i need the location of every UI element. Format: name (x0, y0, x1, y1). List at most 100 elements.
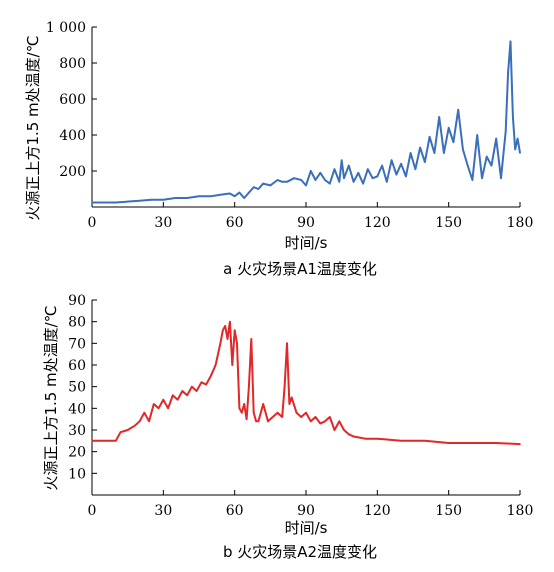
x-tick-label: 120 (364, 503, 391, 519)
data-point (428, 136, 431, 138)
data-point (314, 179, 317, 181)
data-point (343, 177, 345, 179)
data-point (367, 168, 369, 170)
data-point (252, 186, 255, 188)
data-point (352, 181, 355, 183)
data-point (236, 342, 238, 345)
data-point (300, 179, 303, 181)
data-point (198, 195, 200, 197)
data-point (200, 381, 203, 384)
data-point (276, 411, 279, 414)
temperature-series-line (92, 320, 521, 446)
data-point (376, 437, 379, 440)
data-point (115, 201, 117, 204)
data-point (495, 137, 498, 140)
y-tick-label: 30 (68, 423, 86, 439)
data-point (305, 411, 307, 414)
data-point (269, 184, 272, 187)
data-point (210, 375, 212, 377)
data-point (157, 407, 160, 410)
y-tick-label: 20 (68, 445, 86, 461)
panel-b-ticks: 0 30 60 90 120 150 180 10 20 30 40 50 60 70 80 90 (68, 293, 533, 519)
panel-b-xlabel: 时间/s (285, 519, 328, 537)
data-point (162, 398, 165, 401)
data-point (319, 422, 322, 425)
data-point (519, 443, 521, 445)
data-point (371, 177, 374, 179)
panel-b-axes (91, 300, 520, 496)
data-point (91, 201, 93, 204)
data-point (126, 429, 129, 431)
data-point (516, 137, 519, 140)
data-point (257, 188, 260, 190)
y-tick-label: 50 (68, 380, 86, 396)
data-point (514, 148, 516, 151)
x-tick-label: 180 (507, 215, 534, 231)
x-tick-label: 30 (154, 503, 172, 519)
data-point (248, 191, 250, 194)
data-point (226, 338, 229, 340)
data-point (490, 164, 493, 167)
data-point (138, 199, 141, 202)
data-point (91, 440, 93, 442)
y-tick-label: 10 (68, 466, 86, 482)
data-point (233, 195, 236, 197)
data-point (229, 192, 231, 195)
data-point (186, 394, 188, 397)
y-tick-label: 400 (59, 128, 86, 144)
data-point (224, 325, 226, 327)
data-point (507, 71, 509, 73)
data-point (447, 127, 450, 129)
data-point (310, 420, 312, 423)
y-tick-label: 90 (68, 293, 86, 309)
data-point (462, 148, 464, 151)
data-point (167, 407, 169, 410)
panel-a-axes (91, 27, 520, 208)
data-point (476, 134, 479, 136)
data-point (390, 159, 393, 161)
data-point (405, 175, 407, 178)
data-point (324, 420, 326, 423)
data-point (267, 420, 269, 423)
data-point (222, 329, 224, 332)
data-point (500, 177, 502, 179)
data-point (447, 442, 450, 444)
data-point (310, 170, 312, 172)
data-point (250, 338, 253, 340)
data-point (255, 420, 257, 423)
y-tick-label: 60 (68, 358, 86, 374)
data-point (286, 181, 288, 183)
data-point (176, 398, 179, 401)
data-point (485, 155, 488, 158)
x-tick-label: 90 (297, 503, 315, 519)
x-tick-label: 90 (297, 215, 315, 231)
data-point (281, 181, 284, 183)
data-point (241, 411, 243, 414)
data-point (324, 179, 326, 181)
data-point (290, 396, 293, 399)
data-point (400, 163, 402, 165)
data-point (219, 342, 222, 345)
panel-a-xlabel: 时间/s (285, 234, 328, 252)
data-point (233, 329, 236, 332)
data-point (357, 172, 360, 174)
data-point (143, 411, 146, 414)
data-point (419, 146, 421, 149)
data-point (195, 390, 198, 392)
data-point (172, 394, 174, 397)
data-point (283, 385, 286, 388)
data-point (386, 181, 388, 183)
panel-a-series (91, 40, 521, 204)
x-tick-label: 150 (435, 215, 462, 231)
data-point (293, 177, 295, 179)
y-tick-label: 200 (59, 164, 86, 180)
data-point (504, 130, 507, 133)
x-tick-label: 120 (364, 215, 391, 231)
data-point (509, 40, 512, 43)
y-tick-label: 600 (59, 92, 86, 108)
data-point (115, 440, 117, 442)
data-point (338, 420, 341, 423)
panel-b-series (91, 320, 521, 446)
data-point (148, 420, 150, 423)
